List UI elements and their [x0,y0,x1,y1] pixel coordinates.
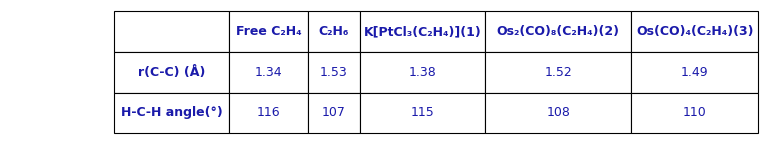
Bar [485,52,631,93]
Text: 1.53: 1.53 [320,66,348,79]
Text: 108: 108 [546,106,570,119]
Bar [114,93,229,133]
Bar [631,11,758,52]
Bar [485,93,631,133]
Text: H-C-H angle(°): H-C-H angle(°) [121,106,223,119]
Text: 116: 116 [256,106,280,119]
Text: 110: 110 [683,106,707,119]
Text: Os₂(CO)₈(C₂H₄)(2): Os₂(CO)₈(C₂H₄)(2) [497,25,620,38]
Text: 115: 115 [411,106,434,119]
Bar [114,11,229,52]
Bar [308,52,360,93]
Bar [360,52,485,93]
Bar [229,93,308,133]
Text: r(C-C) (Å): r(C-C) (Å) [138,66,205,79]
Text: Free C₂H₄: Free C₂H₄ [236,25,301,38]
Text: C₂H₆: C₂H₆ [319,25,349,38]
Bar [360,11,485,52]
Text: Os(CO)₄(C₂H₄)(3): Os(CO)₄(C₂H₄)(3) [636,25,754,38]
Bar [229,52,308,93]
Text: 1.34: 1.34 [255,66,282,79]
Bar [360,93,485,133]
Text: 1.38: 1.38 [409,66,437,79]
Text: 1.52: 1.52 [544,66,572,79]
Bar [308,11,360,52]
Bar [631,52,758,93]
Text: 107: 107 [322,106,346,119]
Bar [631,93,758,133]
Bar [308,93,360,133]
Text: 1.49: 1.49 [681,66,708,79]
Text: K[PtCl₃(C₂H₄)](1): K[PtCl₃(C₂H₄)](1) [364,25,481,38]
Bar [114,52,229,93]
Bar [229,11,308,52]
Bar [485,11,631,52]
